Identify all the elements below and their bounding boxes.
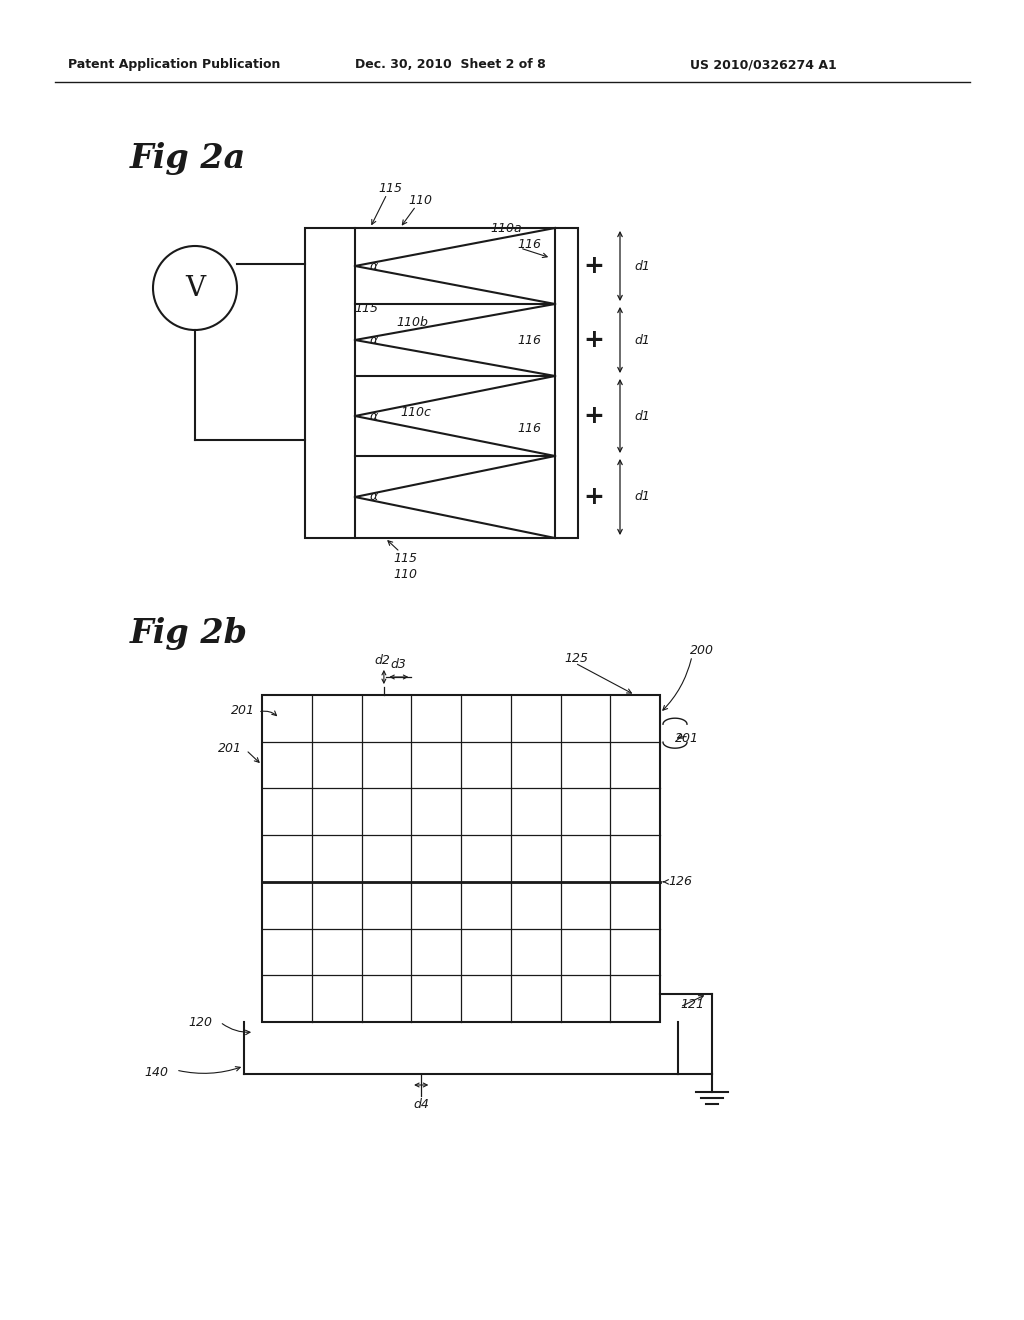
Text: 120: 120 [188,1015,212,1028]
Text: 116: 116 [517,421,541,434]
Text: 125: 125 [564,652,588,664]
Text: 115: 115 [378,181,402,194]
Bar [555,228,578,539]
Text: d2: d2 [374,653,390,667]
Text: +: + [584,327,604,352]
Text: 126: 126 [668,875,692,888]
Text: 201: 201 [218,742,242,755]
Text: d1: d1 [634,409,650,422]
Text: 110: 110 [393,569,417,582]
Text: US 2010/0326274 A1: US 2010/0326274 A1 [690,58,837,71]
Text: +: + [584,404,604,428]
Text: d1: d1 [634,491,650,503]
Text: +: + [584,484,604,510]
Text: d4: d4 [414,1097,429,1110]
Text: 115: 115 [393,552,417,565]
Text: d3: d3 [391,659,407,672]
Text: $\alpha$: $\alpha$ [369,409,379,422]
Text: d1: d1 [634,260,650,272]
Text: 110b: 110b [396,315,428,329]
Text: Fig 2a: Fig 2a [130,143,246,176]
Text: 110: 110 [408,194,432,206]
Text: V: V [185,275,205,301]
Text: $\alpha$: $\alpha$ [369,334,379,346]
Text: +: + [584,253,604,279]
Text: 200: 200 [690,644,714,656]
Text: Patent Application Publication: Patent Application Publication [68,58,281,71]
Text: $\alpha$: $\alpha$ [369,260,379,272]
Text: 116: 116 [517,334,541,346]
Text: 201: 201 [231,704,255,717]
Bar [262,696,660,1022]
Text: 201: 201 [675,731,699,744]
Text: 115: 115 [354,301,378,314]
Text: Fig 2b: Fig 2b [130,616,248,649]
Text: 121: 121 [680,998,705,1011]
Text: 116: 116 [517,239,541,252]
Text: 110c: 110c [400,407,431,420]
Text: $\alpha$: $\alpha$ [369,491,379,503]
Text: 140: 140 [144,1065,168,1078]
Bar [305,228,355,539]
Text: 110a: 110a [490,222,521,235]
Text: Dec. 30, 2010  Sheet 2 of 8: Dec. 30, 2010 Sheet 2 of 8 [355,58,546,71]
Text: d1: d1 [634,334,650,346]
